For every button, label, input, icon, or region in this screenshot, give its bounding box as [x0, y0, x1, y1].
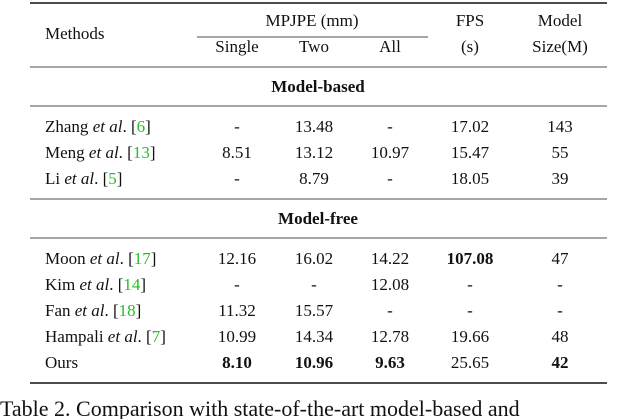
cell: - [311, 275, 317, 294]
section-title: Model-free [278, 209, 358, 228]
method-part: . [ [109, 275, 124, 294]
method-part: et al [108, 327, 138, 346]
method-part: 18 [119, 301, 136, 320]
cell: 18.05 [451, 169, 489, 188]
cell: 9.63 [375, 353, 405, 372]
method-part: et al [64, 169, 94, 188]
header: All [379, 37, 401, 56]
header: Two [299, 37, 329, 56]
cell: 12.16 [218, 249, 256, 268]
cell: 11.32 [218, 301, 256, 320]
method-part: . [ [105, 301, 120, 320]
method-part: 7 [152, 327, 161, 346]
cell: 10.99 [218, 327, 256, 346]
method-part: et al [93, 117, 123, 136]
method-part: 6 [137, 117, 146, 136]
header: (s) [461, 37, 479, 56]
method-part: Zhang [45, 117, 93, 136]
cell: 12.78 [371, 327, 409, 346]
cell: 8.51 [222, 143, 252, 162]
method-part: ] [140, 275, 146, 294]
method-part: Hampali [45, 327, 108, 346]
cell: 15.47 [451, 143, 490, 162]
cell: 14.22 [371, 249, 409, 268]
cell: 12.08 [371, 275, 409, 294]
method-part: . [ [122, 117, 137, 136]
cell: 42 [552, 353, 569, 372]
method-part: ] [136, 301, 142, 320]
method-part: 13 [133, 143, 150, 162]
cell: - [387, 117, 393, 136]
cell: 19.66 [451, 327, 489, 346]
header: Model [538, 11, 583, 30]
method: Moon et al. [17] [45, 249, 156, 268]
method-part: 14 [123, 275, 141, 294]
cell: 107.08 [447, 249, 494, 268]
cell: 8.10 [222, 353, 252, 372]
cell: - [234, 275, 240, 294]
method: Meng et al. [13] [45, 143, 156, 162]
cell: 15.57 [295, 301, 334, 320]
method-part: . [ [94, 169, 109, 188]
method: Fan et al. [18] [45, 301, 141, 320]
cell: 14.34 [295, 327, 334, 346]
cell: 13.12 [295, 143, 333, 162]
method: Ours [45, 353, 78, 372]
cell: 143 [547, 117, 573, 136]
cell: - [467, 301, 473, 320]
cell: 47 [552, 249, 570, 268]
method-part: Kim [45, 275, 79, 294]
method-part: et al [79, 275, 109, 294]
method-part: et al [90, 249, 120, 268]
cell: - [557, 275, 563, 294]
method-part: ] [160, 327, 166, 346]
method-part: Moon [45, 249, 90, 268]
method: Kim et al. [14] [45, 275, 146, 294]
method-part: ] [117, 169, 123, 188]
method-part: Fan [45, 301, 75, 320]
cell: 39 [552, 169, 569, 188]
cell: 16.02 [295, 249, 333, 268]
method-part: ] [151, 249, 157, 268]
header: Size(M) [532, 37, 588, 56]
cell: 10.96 [295, 353, 333, 372]
method-part: . [ [138, 327, 153, 346]
header: Methods [45, 24, 105, 43]
cell: 17.02 [451, 117, 489, 136]
cell: 25.65 [451, 353, 489, 372]
method-part: Ours [45, 353, 78, 372]
method-part: Meng [45, 143, 89, 162]
cell: 8.79 [299, 169, 329, 188]
method-part: et al [75, 301, 105, 320]
method-part: 5 [108, 169, 117, 188]
method-part: . [ [120, 249, 135, 268]
method-part: 17 [134, 249, 152, 268]
caption: Table 2. Comparison with state-of-the-ar… [0, 396, 520, 419]
cell: 48 [552, 327, 569, 346]
method: Li et al. [5] [45, 169, 122, 188]
method-part: ] [145, 117, 151, 136]
method: Zhang et al. [6] [45, 117, 151, 136]
header: MPJPE (mm) [265, 11, 358, 30]
method-part: . [ [119, 143, 134, 162]
header: Single [215, 37, 258, 56]
method-part: et al [89, 143, 119, 162]
section-title: Model-based [271, 77, 365, 96]
cell: - [467, 275, 473, 294]
cell: 13.48 [295, 117, 333, 136]
cell: - [234, 117, 240, 136]
method-part: ] [150, 143, 156, 162]
cell: 10.97 [371, 143, 410, 162]
cell: - [387, 169, 393, 188]
cell: - [387, 301, 393, 320]
header: FPS [456, 11, 484, 30]
method: Hampali et al. [7] [45, 327, 166, 346]
cell: - [557, 301, 563, 320]
cell: - [234, 169, 240, 188]
cell: 55 [552, 143, 569, 162]
method-part: Li [45, 169, 64, 188]
